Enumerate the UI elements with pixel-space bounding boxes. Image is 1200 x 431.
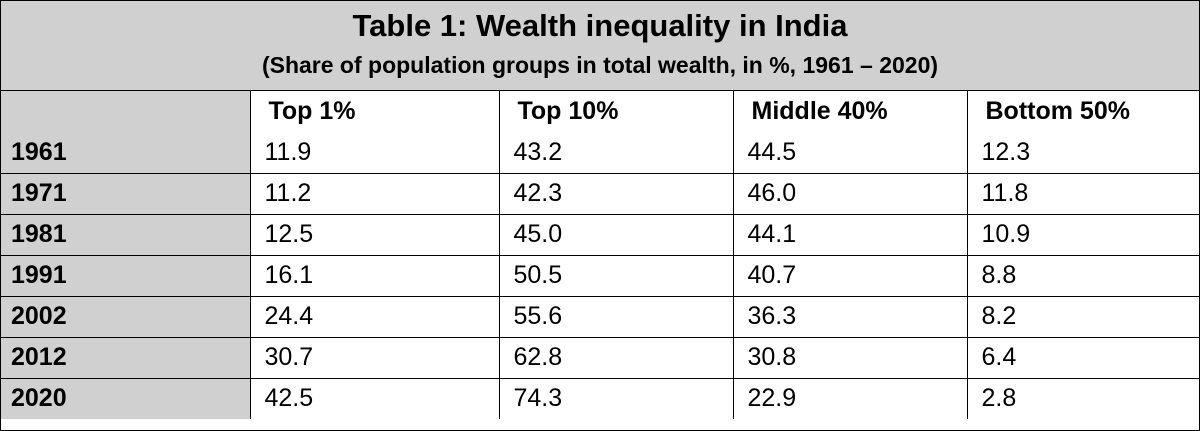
row-year: 1981 xyxy=(1,213,251,256)
cell-top-10: 50.5 xyxy=(498,254,734,297)
table-title-block: Table 1: Wealth inequality in India (Sha… xyxy=(1,1,1199,91)
cell-bottom-50: 8.2 xyxy=(966,295,1199,338)
row-year: 2012 xyxy=(1,336,251,379)
column-header-middle-40: Middle 40% xyxy=(732,91,968,132)
cell-bottom-50: 8.8 xyxy=(966,254,1199,297)
cell-middle-40: 44.1 xyxy=(732,213,968,256)
cell-middle-40: 22.9 xyxy=(732,377,968,419)
row-year: 1991 xyxy=(1,254,251,297)
cell-top-10: 42.3 xyxy=(498,172,734,215)
cell-top-1: 24.4 xyxy=(249,295,500,338)
table-row: 2002 24.4 55.6 36.3 8.2 xyxy=(1,295,1199,338)
cell-middle-40: 46.0 xyxy=(732,172,968,215)
row-year: 1961 xyxy=(1,132,251,174)
column-header-top-10: Top 10% xyxy=(498,91,734,132)
table-row: 1961 11.9 43.2 44.5 12.3 xyxy=(1,132,1199,174)
cell-top-10: 55.6 xyxy=(498,295,734,338)
table-row: 2012 30.7 62.8 30.8 6.4 xyxy=(1,336,1199,379)
cell-top-10: 43.2 xyxy=(498,132,734,174)
cell-bottom-50: 2.8 xyxy=(966,377,1199,419)
table-subtitle: (Share of population groups in total wea… xyxy=(261,52,939,78)
column-header-bottom-50: Bottom 50% xyxy=(966,91,1199,132)
row-year: 2002 xyxy=(1,295,251,338)
table-row: 1981 12.5 45.0 44.1 10.9 xyxy=(1,213,1199,256)
cell-top-1: 11.2 xyxy=(249,172,500,215)
header-row: Top 1% Top 10% Middle 40% Bottom 50% xyxy=(1,91,1199,132)
cell-top-1: 12.5 xyxy=(249,213,500,256)
cell-top-10: 62.8 xyxy=(498,336,734,379)
cell-top-1: 16.1 xyxy=(249,254,500,297)
data-table: Top 1% Top 10% Middle 40% Bottom 50% 196… xyxy=(1,91,1199,419)
cell-bottom-50: 12.3 xyxy=(966,132,1199,174)
cell-middle-40: 30.8 xyxy=(732,336,968,379)
row-year: 1971 xyxy=(1,172,251,215)
cell-middle-40: 44.5 xyxy=(732,132,968,174)
cell-top-1: 42.5 xyxy=(249,377,500,419)
table-row: 1991 16.1 50.5 40.7 8.8 xyxy=(1,254,1199,297)
table-row: 2020 42.5 74.3 22.9 2.8 xyxy=(1,377,1199,419)
corner-cell xyxy=(1,91,251,132)
cell-top-10: 45.0 xyxy=(498,213,734,256)
cell-bottom-50: 10.9 xyxy=(966,213,1199,256)
row-year: 2020 xyxy=(1,377,251,419)
cell-bottom-50: 6.4 xyxy=(966,336,1199,379)
column-header-top-1: Top 1% xyxy=(249,91,500,132)
table-title: Table 1: Wealth inequality in India xyxy=(352,8,848,43)
cell-middle-40: 36.3 xyxy=(732,295,968,338)
cell-top-1: 11.9 xyxy=(249,132,500,174)
cell-top-1: 30.7 xyxy=(249,336,500,379)
cell-top-10: 74.3 xyxy=(498,377,734,419)
cell-middle-40: 40.7 xyxy=(732,254,968,297)
cell-bottom-50: 11.8 xyxy=(966,172,1199,215)
table-row: 1971 11.2 42.3 46.0 11.8 xyxy=(1,172,1199,215)
